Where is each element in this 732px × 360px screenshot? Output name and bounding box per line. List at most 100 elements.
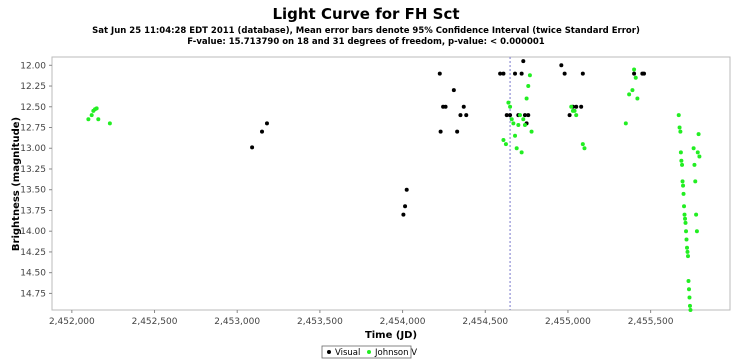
chart-subtitle-line2: F-value: 15.713790 on 18 and 31 degrees …	[187, 37, 545, 47]
data-point	[501, 71, 506, 76]
data-point	[264, 121, 269, 126]
data-point	[508, 113, 513, 118]
data-point	[678, 129, 683, 134]
x-axis-ticks: 2,452,000 2,452,500 2,453,000 2,453,500 2,45…	[49, 310, 674, 327]
data-point	[685, 249, 690, 254]
data-point	[401, 212, 406, 217]
y-axis-ticks: 12.00 12.25 12.50 12.75 13.00 13.25 13.50 13.75…	[20, 61, 52, 299]
data-point	[107, 121, 112, 126]
data-point	[677, 125, 682, 130]
data-point	[682, 204, 687, 209]
data-point	[569, 104, 574, 109]
data-point	[685, 254, 690, 259]
data-point	[632, 67, 637, 72]
data-point	[513, 71, 518, 76]
x-axis-label: Time (JD)	[365, 330, 417, 341]
y-tick-label: 14.75	[20, 289, 46, 299]
data-point	[514, 146, 519, 151]
data-point	[529, 129, 534, 134]
data-point	[680, 162, 685, 167]
series-visual	[250, 59, 647, 217]
data-point	[508, 104, 513, 109]
data-point	[250, 145, 255, 150]
data-point	[685, 245, 690, 250]
y-tick-label: 13.00	[20, 144, 46, 154]
data-point	[503, 142, 508, 147]
y-tick-label: 12.00	[20, 61, 46, 71]
data-point	[464, 113, 469, 118]
y-tick-label: 13.25	[20, 165, 46, 175]
data-point	[678, 150, 683, 155]
data-point	[688, 308, 693, 312]
data-point	[632, 71, 637, 76]
data-point	[642, 71, 647, 76]
data-point	[443, 104, 448, 109]
data-point	[574, 104, 579, 109]
data-point	[693, 179, 698, 184]
y-tick-label: 14.25	[20, 248, 46, 258]
x-tick-label: 2,455,500	[628, 317, 674, 327]
data-point	[680, 179, 685, 184]
data-point	[96, 117, 101, 122]
data-point	[403, 204, 408, 209]
y-tick-label: 12.75	[20, 124, 46, 134]
data-point	[627, 92, 632, 97]
chart-subtitle-line1: Sat Jun 25 11:04:28 EDT 2011 (database),…	[92, 26, 640, 36]
data-point	[94, 106, 99, 111]
data-point	[572, 108, 577, 113]
data-point	[509, 117, 514, 122]
data-point	[504, 113, 509, 118]
data-point	[694, 212, 699, 217]
x-tick-label: 2,453,500	[297, 317, 343, 327]
y-tick-label: 12.50	[20, 103, 46, 113]
data-point	[633, 75, 638, 80]
data-point	[679, 158, 684, 163]
data-point	[519, 150, 524, 155]
data-point	[623, 121, 628, 126]
data-point	[681, 183, 686, 188]
data-point	[527, 73, 532, 78]
data-point	[684, 237, 689, 242]
data-point	[681, 191, 686, 196]
x-tick-label: 2,452,000	[49, 317, 95, 327]
data-point	[455, 129, 460, 134]
data-point	[696, 132, 701, 137]
data-point	[524, 96, 529, 101]
data-point	[687, 295, 692, 300]
data-point	[691, 146, 696, 151]
data-point	[682, 212, 687, 217]
data-point	[683, 220, 688, 225]
data-point	[437, 71, 442, 76]
data-point	[692, 162, 697, 167]
data-point	[562, 71, 567, 76]
data-point	[697, 154, 702, 159]
chart-title: Light Curve for FH Sct	[272, 5, 459, 23]
x-tick-label: 2,453,000	[214, 317, 260, 327]
data-point	[580, 142, 585, 147]
data-point	[438, 129, 443, 134]
data-point	[404, 187, 409, 192]
data-point	[521, 59, 526, 64]
data-point	[461, 104, 466, 109]
data-point	[516, 123, 521, 128]
legend-label-johnson-v: Johnson V	[374, 348, 417, 358]
data-point	[686, 278, 691, 283]
data-point	[498, 71, 503, 76]
data-point	[260, 129, 265, 134]
data-point	[519, 71, 524, 76]
data-point	[579, 104, 584, 109]
y-tick-label: 14.00	[20, 227, 46, 237]
x-tick-label: 2,454,000	[380, 317, 426, 327]
legend-marker-visual	[327, 350, 331, 354]
y-tick-label: 12.25	[20, 82, 46, 92]
data-point	[86, 117, 91, 122]
data-point	[522, 113, 527, 118]
data-point	[458, 113, 463, 118]
data-point	[676, 113, 681, 118]
x-tick-label: 2,452,500	[132, 317, 178, 327]
x-tick-label: 2,454,500	[462, 317, 508, 327]
data-point	[567, 113, 572, 118]
y-axis-label: Brightness (magnitude)	[11, 117, 22, 251]
data-point	[451, 88, 456, 93]
